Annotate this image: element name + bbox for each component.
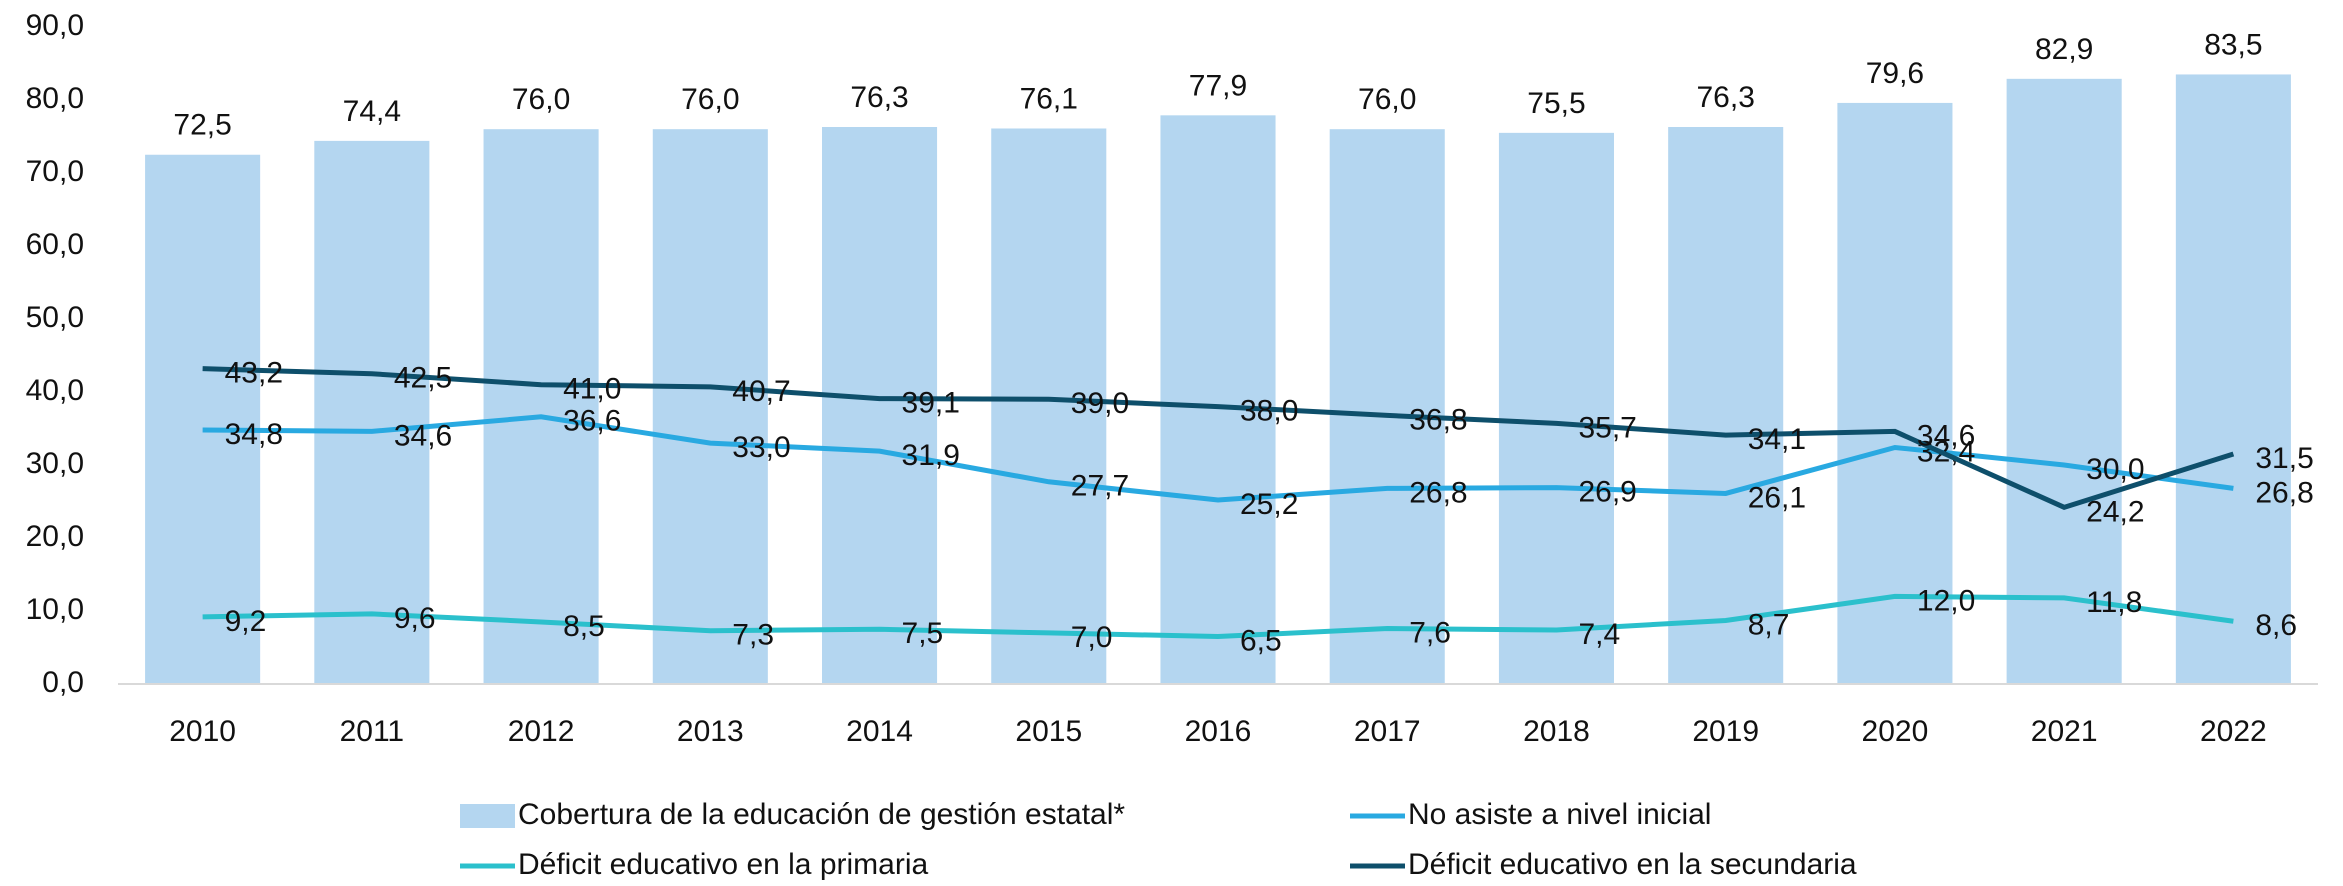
data-label: 77,9 xyxy=(1189,69,1247,102)
data-label: 74,4 xyxy=(343,95,401,128)
data-label: 76,0 xyxy=(512,83,570,116)
y-tick-label: 70,0 xyxy=(26,155,84,188)
data-label: 76,3 xyxy=(1696,81,1754,114)
y-tick-label: 0,0 xyxy=(42,666,84,699)
bar xyxy=(822,127,938,684)
y-tick-label: 20,0 xyxy=(26,520,84,553)
data-label: 34,1 xyxy=(1748,423,1806,456)
data-label: 9,6 xyxy=(394,602,436,635)
data-label: 36,8 xyxy=(1409,403,1467,436)
x-tick-label: 2015 xyxy=(1015,715,1082,748)
data-label: 9,2 xyxy=(225,605,267,638)
bar xyxy=(483,129,599,684)
data-label: 43,2 xyxy=(225,357,283,390)
x-tick-label: 2013 xyxy=(677,715,744,748)
data-label: 6,5 xyxy=(1240,624,1282,657)
data-label: 26,8 xyxy=(2255,476,2313,509)
bar xyxy=(2006,78,2122,684)
line xyxy=(202,593,2234,640)
data-label: 8,5 xyxy=(563,610,605,643)
data-label: 82,9 xyxy=(2035,33,2093,66)
x-tick-label: 2016 xyxy=(1185,715,1252,748)
x-tick-label: 2019 xyxy=(1692,715,1759,748)
bar xyxy=(1668,127,1784,684)
legend-swatch xyxy=(460,804,515,828)
data-label: 8,6 xyxy=(2255,609,2297,642)
x-tick-label: 2011 xyxy=(340,715,405,748)
data-label: 7,0 xyxy=(1071,621,1113,654)
x-tick-label: 2021 xyxy=(2031,715,2098,748)
legend-label: Cobertura de la educación de gestión est… xyxy=(518,798,1125,831)
x-tick-label: 2010 xyxy=(169,715,236,748)
data-label: 42,5 xyxy=(394,362,452,395)
data-label: 31,9 xyxy=(902,439,960,472)
bar xyxy=(314,140,430,684)
data-label: 38,0 xyxy=(1240,395,1298,428)
data-label: 7,5 xyxy=(902,617,944,650)
legend-label: Déficit educativo en la primaria xyxy=(518,848,929,881)
bar xyxy=(2175,74,2291,684)
data-label: 76,0 xyxy=(681,83,739,116)
y-tick-label: 60,0 xyxy=(26,228,84,261)
data-label: 11,8 xyxy=(2086,586,2142,619)
y-tick-label: 10,0 xyxy=(26,593,84,626)
data-label: 26,9 xyxy=(1578,476,1636,509)
bar xyxy=(1498,132,1614,685)
data-label: 26,1 xyxy=(1748,481,1806,514)
data-label: 76,1 xyxy=(1020,82,1078,115)
x-tick-label: 2022 xyxy=(2200,715,2267,748)
data-label: 27,7 xyxy=(1071,470,1129,503)
x-tick-label: 2017 xyxy=(1354,715,1421,748)
y-tick-label: 80,0 xyxy=(26,82,84,115)
data-label: 79,6 xyxy=(1866,57,1924,90)
line xyxy=(202,366,2235,511)
data-label: 83,5 xyxy=(2204,28,2262,61)
legend-label: No asiste a nivel inicial xyxy=(1408,798,1711,831)
data-label: 7,6 xyxy=(1409,616,1451,649)
data-label: 7,4 xyxy=(1578,618,1620,651)
bar xyxy=(1160,115,1276,684)
x-tick-label: 2014 xyxy=(846,715,913,748)
data-label: 40,7 xyxy=(732,375,790,408)
data-label: 39,1 xyxy=(902,386,960,419)
legend-label: Déficit educativo en la secundaria xyxy=(1408,848,1857,881)
bar xyxy=(1329,129,1445,684)
bar xyxy=(991,128,1107,685)
data-label: 26,8 xyxy=(1409,476,1467,509)
data-label: 72,5 xyxy=(173,109,231,142)
data-label: 34,8 xyxy=(225,418,283,451)
data-label: 41,0 xyxy=(563,373,621,406)
data-label: 30,0 xyxy=(2086,453,2144,486)
bar xyxy=(145,154,261,684)
data-label: 33,0 xyxy=(732,431,790,464)
y-tick-label: 40,0 xyxy=(26,374,84,407)
x-tick-label: 2020 xyxy=(1862,715,1929,748)
data-label: 76,0 xyxy=(1358,83,1416,116)
data-label: 39,0 xyxy=(1071,387,1129,420)
y-tick-label: 50,0 xyxy=(26,301,84,334)
bar xyxy=(1837,102,1953,685)
data-label: 25,2 xyxy=(1240,488,1298,521)
data-label: 34,6 xyxy=(394,419,452,452)
data-label: 8,7 xyxy=(1748,608,1790,641)
data-label: 34,6 xyxy=(1917,419,1975,452)
data-label: 31,5 xyxy=(2255,442,2313,475)
y-tick-label: 90,0 xyxy=(26,9,84,42)
line xyxy=(202,414,2234,503)
y-tick-label: 30,0 xyxy=(26,447,84,480)
data-label: 7,3 xyxy=(732,619,774,652)
bar xyxy=(652,129,768,684)
data-label: 12,0 xyxy=(1917,584,1975,617)
data-label: 76,3 xyxy=(850,81,908,114)
data-label: 24,2 xyxy=(2086,495,2144,528)
x-tick-label: 2012 xyxy=(508,715,575,748)
x-tick-label: 2018 xyxy=(1523,715,1590,748)
data-label: 75,5 xyxy=(1527,87,1585,120)
data-label: 35,7 xyxy=(1578,411,1636,444)
data-label: 36,6 xyxy=(563,405,621,438)
